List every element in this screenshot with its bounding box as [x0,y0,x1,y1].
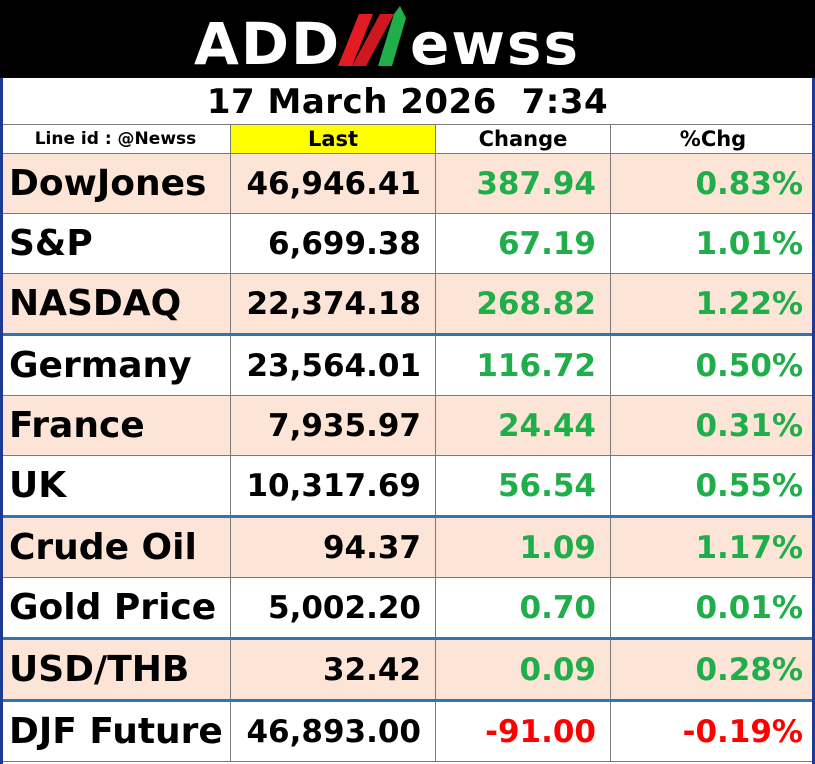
last-value-cell: 23,564.01 [230,333,436,396]
market-name-cell: NASDAQ [0,273,231,335]
last-value-cell: 22,374.18 [230,273,436,335]
change-value-cell: 387.94 [435,153,611,214]
logo-text-left: ADD [194,10,341,78]
change-value-cell: -91.00 [435,699,611,762]
table-row: France 7,935.97 24.44 0.31% [0,395,815,456]
last-value-cell: 5,002.20 [230,577,436,639]
table-row: USD/THB 32.42 0.09 0.28% [0,637,815,701]
last-value-cell: 7,935.97 [230,395,436,456]
table-row: UK 10,317.69 56.54 0.55% [0,455,815,517]
column-header-line-id: Line id : @Newss [0,124,231,154]
table-row: DowJones 46,946.41 387.94 0.83% [0,153,815,214]
column-header-last: Last [230,124,436,154]
change-value-cell: 56.54 [435,455,611,517]
logo-n-mark [338,6,406,66]
pct-change-cell: 1.01% [610,213,815,274]
last-value-cell: 94.37 [230,515,436,578]
market-name-cell: DowJones [0,153,231,214]
table-header-row: Line id : @Newss Last Change %Chg [0,124,815,154]
change-value-cell: 116.72 [435,333,611,396]
logo-text-right: ewss [410,10,580,78]
pct-change-cell: 0.55% [610,455,815,517]
date-text: 17 March 2026 [206,82,497,122]
column-header-pct-change: %Chg [610,124,815,154]
pct-change-cell: 0.83% [610,153,815,214]
market-name-cell: Gold Price [0,577,231,639]
pct-change-cell: 0.50% [610,333,815,396]
brand-banner: ADD ewss [0,0,815,78]
frame-left-border [0,124,3,764]
table-row: NASDAQ 22,374.18 268.82 1.22% [0,273,815,335]
pct-change-cell: -0.19% [610,699,815,762]
market-name-cell: France [0,395,231,456]
market-name-cell: UK [0,455,231,517]
market-name-cell: USD/THB [0,637,231,701]
last-value-cell: 10,317.69 [230,455,436,517]
change-value-cell: 0.09 [435,637,611,701]
last-value-cell: 32.42 [230,637,436,701]
change-value-cell: 24.44 [435,395,611,456]
market-name-cell: S&P [0,213,231,274]
table-row: Crude Oil 94.37 1.09 1.17% [0,515,815,578]
table-body: DowJones 46,946.41 387.94 0.83% S&P 6,699.38 6… [0,153,815,762]
pct-change-cell: 0.31% [610,395,815,456]
change-value-cell: 268.82 [435,273,611,335]
market-name-cell: DJF Future [0,699,231,762]
pct-change-cell: 1.17% [610,515,815,578]
market-table: Line id : @Newss Last Change %Chg DowJon… [0,124,815,762]
date-time-bar: 17 March 2026 7:34 [0,78,815,124]
change-value-cell: 67.19 [435,213,611,274]
pct-change-cell: 1.22% [610,273,815,335]
time-text: 7:34 [521,82,609,122]
change-value-cell: 0.70 [435,577,611,639]
last-value-cell: 46,893.00 [230,699,436,762]
date-time-label: 17 March 2026 7:34 [3,82,812,122]
market-name-cell: Crude Oil [0,515,231,578]
table-row: Gold Price 5,002.20 0.70 0.01% [0,577,815,639]
column-header-change: Change [435,124,611,154]
pct-change-cell: 0.28% [610,637,815,701]
addnewss-logo: ADD ewss [194,6,580,78]
market-name-cell: Germany [0,333,231,396]
change-value-cell: 1.09 [435,515,611,578]
pct-change-cell: 0.01% [610,577,815,639]
table-row: S&P 6,699.38 67.19 1.01% [0,213,815,274]
table-row: Germany 23,564.01 116.72 0.50% [0,333,815,396]
last-value-cell: 6,699.38 [230,213,436,274]
last-value-cell: 46,946.41 [230,153,436,214]
table-row: DJF Future 46,893.00 -91.00 -0.19% [0,699,815,762]
frame-right-border [812,124,815,764]
